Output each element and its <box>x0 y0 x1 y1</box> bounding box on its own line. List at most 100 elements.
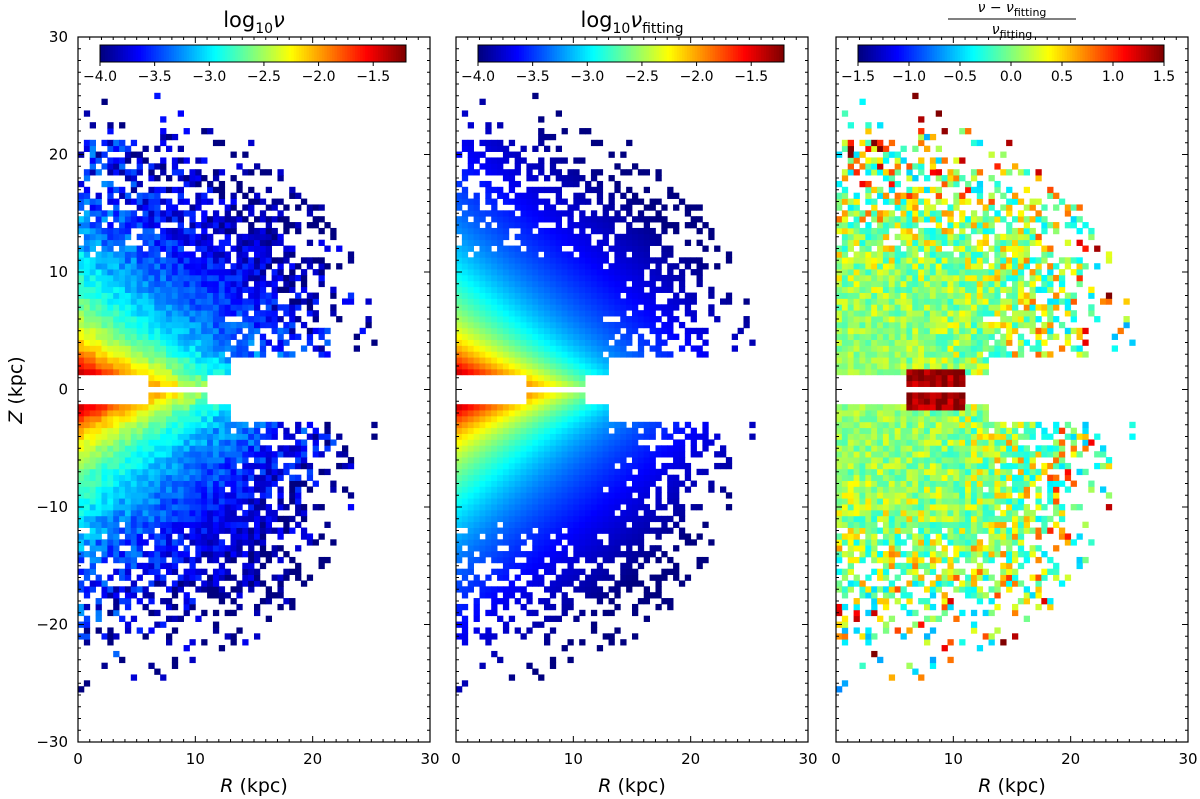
heatmap-cell <box>596 263 604 270</box>
heatmap-cell <box>242 562 249 570</box>
heatmap-cell <box>277 263 284 270</box>
heatmap-cell <box>195 480 202 487</box>
heatmap-cell <box>532 474 539 481</box>
heatmap-cell <box>289 474 296 481</box>
heatmap-cell <box>224 216 231 223</box>
heatmap-cell <box>183 286 190 293</box>
heatmap-cell <box>667 474 674 481</box>
heatmap-cell <box>230 351 237 358</box>
heatmap-cell <box>207 186 214 194</box>
heatmap-cell <box>271 574 278 581</box>
colorbar-segment <box>281 45 285 62</box>
heatmap-cell <box>254 504 261 511</box>
heatmap-cell <box>567 175 574 182</box>
heatmap-cell <box>479 457 486 464</box>
heatmap-cell <box>171 374 179 382</box>
heatmap-cell <box>207 274 214 282</box>
heatmap-cell <box>136 410 143 417</box>
heatmap-cell <box>218 598 226 605</box>
heatmap-cell <box>160 445 167 452</box>
heatmap-cell <box>218 592 226 599</box>
heatmap-cell <box>148 345 155 352</box>
heatmap-cell <box>485 410 492 417</box>
heatmap-cell <box>148 175 155 182</box>
heatmap-cell <box>655 421 662 429</box>
heatmap-cell <box>491 498 498 505</box>
heatmap-cell <box>561 509 568 517</box>
heatmap-cell <box>183 427 190 434</box>
heatmap-cell <box>89 151 96 158</box>
heatmap-cell <box>183 357 190 364</box>
heatmap-cell <box>130 286 138 293</box>
heatmap-cell <box>614 351 621 358</box>
heatmap-cell <box>119 251 126 258</box>
heatmap-cell <box>212 222 220 229</box>
heatmap-cell <box>236 533 243 540</box>
heatmap-cell <box>218 645 226 652</box>
heatmap-cell <box>643 251 650 258</box>
heatmap-cell <box>637 551 645 558</box>
heatmap-cell <box>166 433 173 440</box>
heatmap-cell <box>242 433 249 440</box>
heatmap-cell <box>485 439 492 446</box>
heatmap-cell <box>183 351 190 358</box>
heatmap-cell <box>107 457 114 464</box>
heatmap-cell <box>171 592 179 599</box>
heatmap-cell <box>166 298 173 305</box>
heatmap-cell <box>101 163 108 170</box>
heatmap-cell <box>561 392 568 399</box>
heatmap-cell <box>555 157 562 164</box>
heatmap-cell <box>585 269 592 276</box>
heatmap-cell <box>479 98 486 105</box>
heatmap-cell <box>218 439 226 446</box>
heatmap-cell <box>183 509 190 517</box>
heatmap-cell <box>526 421 533 429</box>
heatmap-cell <box>655 198 662 205</box>
heatmap-cell <box>467 451 474 458</box>
heatmap-cell <box>508 433 516 440</box>
heatmap-cell <box>655 445 662 452</box>
heatmap-cell <box>590 310 598 317</box>
heatmap-cell <box>555 392 562 399</box>
heatmap-cell <box>230 192 237 199</box>
heatmap-cell <box>567 486 574 493</box>
heatmap-cell <box>632 304 639 311</box>
heatmap-cell <box>78 357 85 364</box>
heatmap-cell <box>107 163 114 170</box>
heatmap-cell <box>626 486 633 493</box>
heatmap-cell <box>113 251 120 258</box>
heatmap-cell <box>567 239 574 246</box>
heatmap-cell <box>479 474 486 481</box>
heatmap-cell <box>171 357 179 364</box>
heatmap-cell <box>532 380 539 387</box>
heatmap-cell <box>555 556 562 564</box>
heatmap-cell <box>456 415 463 423</box>
heatmap-cell <box>626 545 633 552</box>
heatmap-cell <box>626 562 633 570</box>
heatmap-cell <box>491 486 498 493</box>
heatmap-cell <box>608 263 615 270</box>
heatmap-cell <box>602 222 609 229</box>
heatmap-cell <box>632 504 639 511</box>
heatmap-cell <box>248 539 255 546</box>
heatmap-cell <box>608 545 615 552</box>
heatmap-cell <box>195 527 202 534</box>
heatmap-cell <box>467 198 474 205</box>
colorbar-segment <box>209 45 213 62</box>
colorbar-segment <box>186 45 190 62</box>
heatmap-cell <box>113 216 120 223</box>
heatmap-cell <box>567 415 574 423</box>
heatmap-cell <box>479 239 486 246</box>
heatmap-cell <box>532 298 539 305</box>
heatmap-cell <box>479 210 486 217</box>
heatmap-cell <box>461 486 469 493</box>
heatmap-cell <box>491 404 498 411</box>
heatmap-cell <box>602 633 609 640</box>
heatmap-cell <box>555 316 562 323</box>
heatmap-cell <box>461 621 469 628</box>
heatmap-cell <box>283 204 290 211</box>
heatmap-cell <box>95 603 102 611</box>
heatmap-cell <box>224 521 231 528</box>
heatmap-cell <box>154 492 161 499</box>
heatmap-cell <box>620 304 627 311</box>
